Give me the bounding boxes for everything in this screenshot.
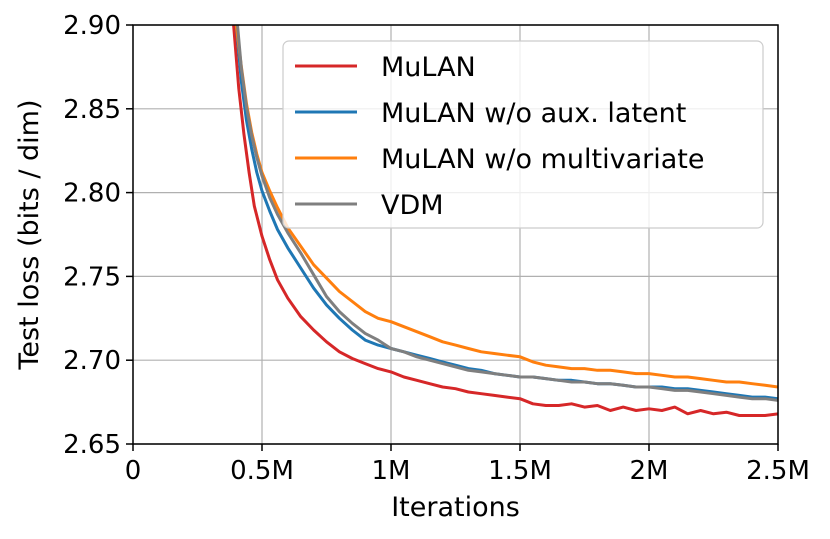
series-group [232, 25, 778, 417]
x-tick-label: 2.5M [746, 456, 810, 486]
y-tick-label: 2.65 [63, 430, 121, 460]
y-tick-label: 2.75 [63, 262, 121, 292]
legend-label: MuLAN w/o multivariate [381, 144, 704, 175]
legend: MuLAN MuLAN w/o aux. latent MuLAN w/o mult… [282, 40, 764, 229]
x-axis-label: Iterations [391, 492, 520, 523]
y-tick-label: 2.90 [63, 11, 121, 41]
y-tick-label: 2.80 [63, 179, 121, 209]
x-tick-label: 2M [630, 456, 669, 486]
legend-box [282, 40, 764, 229]
x-tick-label: 1M [372, 456, 411, 486]
x-axis-ticks: 0 0.5M 1M 1.5M 2M 2.5M [125, 444, 810, 486]
plot-frame [132, 24, 779, 445]
y-axis-label: Test loss (bits / dim) [14, 99, 45, 370]
y-tick-label: 2.85 [63, 95, 121, 125]
series-line-1 [232, 25, 778, 417]
legend-label: VDM [381, 190, 444, 221]
x-tick-label: 0.5M [230, 456, 294, 486]
x-tick-label: 0 [125, 456, 142, 486]
series-line-2 [234, 25, 778, 401]
y-axis-ticks: 2.65 2.70 2.75 2.80 2.85 2.90 [63, 11, 133, 460]
legend-label: MuLAN [381, 52, 476, 83]
y-tick-label: 2.70 [63, 346, 121, 376]
x-tick-label: 1.5M [488, 456, 552, 486]
legend-label: MuLAN w/o aux. latent [381, 98, 686, 129]
